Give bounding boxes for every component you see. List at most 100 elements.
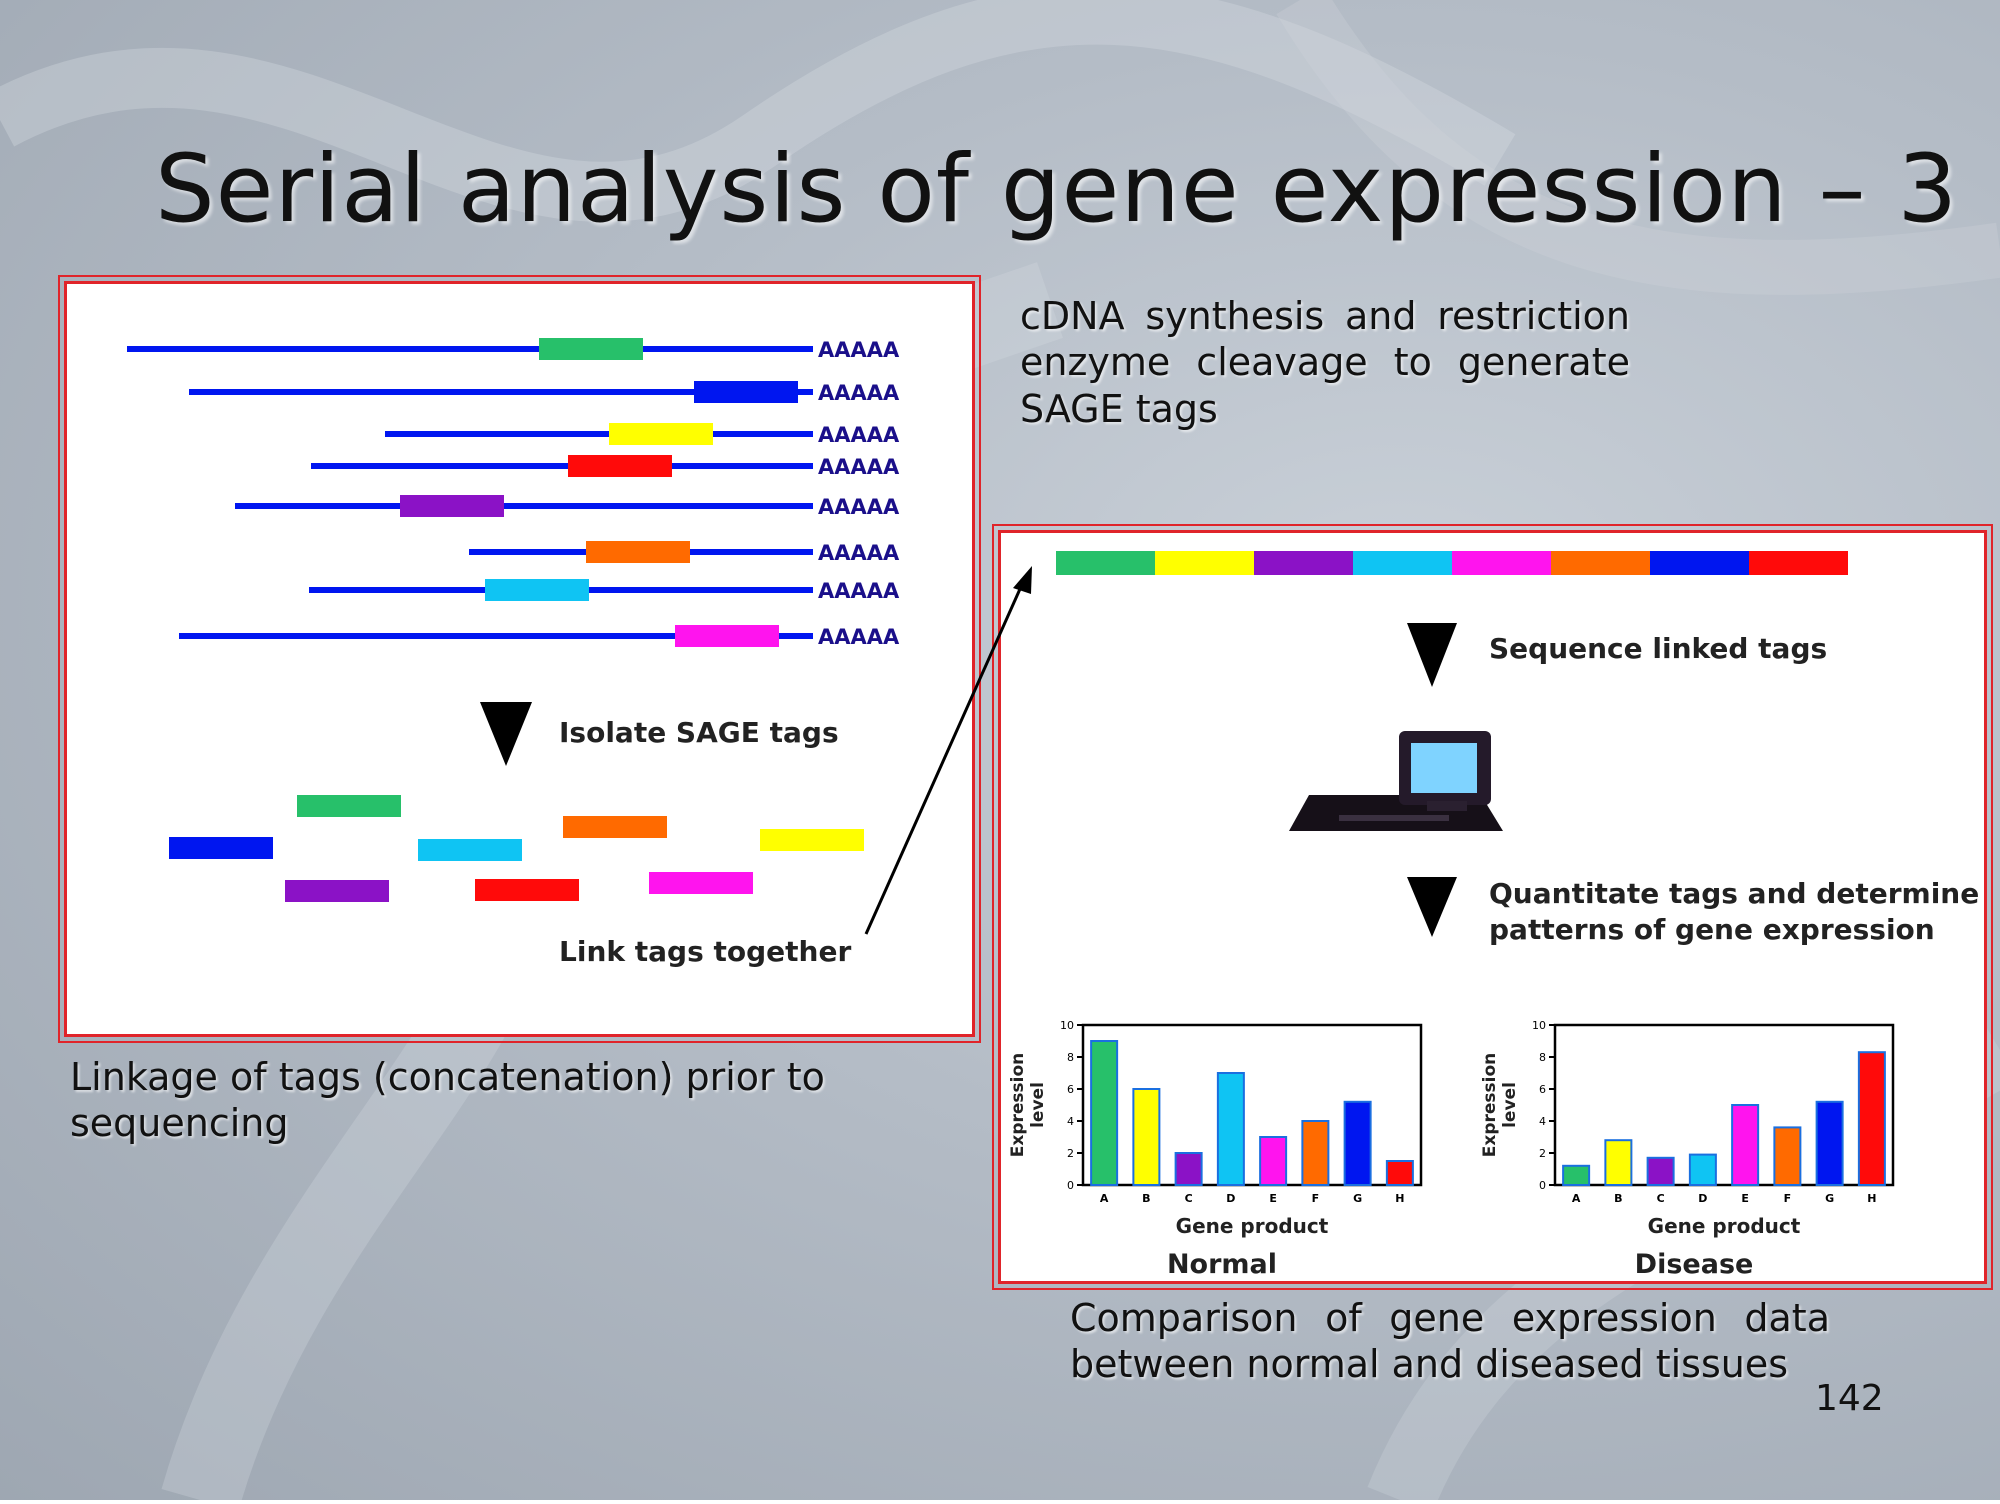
- x-tick-label: D: [1226, 1192, 1235, 1205]
- computer-icon: [1289, 731, 1503, 831]
- sage-tag: [694, 381, 798, 403]
- x-tick-label: H: [1395, 1192, 1404, 1205]
- x-tick-label: B: [1614, 1192, 1622, 1205]
- y-tick-label: 6: [1539, 1083, 1546, 1096]
- linkage-caption: Linkage of tags (concatenation) prior to…: [70, 1055, 825, 1146]
- polya-tail-label: AAAAA: [818, 423, 900, 447]
- polya-tail-label: AAAAA: [818, 579, 900, 603]
- sage-tag: [586, 541, 690, 563]
- y-tick-label: 4: [1067, 1115, 1074, 1128]
- isolated-tag: [475, 879, 579, 901]
- isolated-tag: [649, 872, 753, 894]
- x-tick-label: A: [1100, 1192, 1109, 1205]
- chart-bar: [1216, 1072, 1245, 1186]
- chart-bar: [1646, 1156, 1675, 1186]
- concat-tag: [1353, 551, 1452, 575]
- polya-tail-label: AAAAA: [818, 625, 900, 649]
- concat-tag: [1650, 551, 1749, 575]
- y-axis-label: Expression: [1008, 1053, 1028, 1158]
- chart-bar: [1857, 1051, 1886, 1187]
- page-number: 142: [1815, 1378, 1884, 1419]
- isolated-tag: [418, 839, 522, 861]
- quantitate-label-line2: patterns of gene expression: [1489, 913, 1935, 946]
- tag-isolation-panel: AAAAA AAAAA AAAAA AAAAA AAAAA AAAAA AAAAA AAAAA…: [58, 275, 981, 1043]
- x-tick-label: B: [1142, 1192, 1150, 1205]
- x-tick-label: E: [1269, 1192, 1277, 1205]
- sage-tag: [609, 423, 713, 445]
- y-tick-label: 2: [1539, 1147, 1546, 1160]
- chart-bar: [1688, 1153, 1717, 1186]
- isolated-tag: [297, 795, 401, 817]
- x-tick-label: H: [1867, 1192, 1876, 1205]
- isolated-tag: [285, 880, 389, 902]
- chart-bar: [1604, 1139, 1633, 1187]
- sage-tag: [485, 579, 589, 601]
- y-tick-label: 0: [1067, 1179, 1074, 1192]
- y-tick-label: 10: [1060, 1019, 1074, 1032]
- x-axis-label: Gene product: [1176, 1214, 1329, 1238]
- mrna-transcripts: AAAAA AAAAA AAAAA AAAAA AAAAA AAAAA AAAAA AAAAA: [127, 338, 900, 649]
- isolated-tag: [760, 829, 864, 851]
- isolate-arrow-icon: [480, 702, 532, 766]
- quantitate-label-line1: Quantitate tags and determine: [1489, 877, 1979, 910]
- chart-bar: [1301, 1120, 1330, 1186]
- polya-tail-label: AAAAA: [818, 381, 900, 405]
- y-tick-label: 6: [1067, 1083, 1074, 1096]
- y-tick-label: 4: [1539, 1115, 1546, 1128]
- disease-expression-chart: 0 2 4 6 8 10 A B C D E F G H Gene product Expression lev…: [1480, 1019, 1895, 1280]
- isolated-tag: [563, 816, 667, 838]
- quantitate-arrow-icon: [1407, 877, 1457, 937]
- concat-tag: [1254, 551, 1353, 575]
- polya-tail-label: AAAAA: [818, 495, 900, 519]
- y-axis-label: level: [1028, 1082, 1048, 1128]
- y-tick-label: 8: [1067, 1051, 1074, 1064]
- sage-tag: [539, 338, 643, 360]
- cdna-synthesis-caption: cDNA synthesis and restriction enzyme cl…: [1020, 294, 1630, 431]
- sequencing-panel: Sequence linked tags Quantitate tags and…: [992, 524, 1993, 1290]
- sage-tag: [568, 455, 672, 477]
- chart-bar: [1385, 1160, 1414, 1186]
- x-tick-label: F: [1784, 1192, 1792, 1205]
- concat-tag: [1056, 551, 1155, 575]
- slide-title: Serial analysis of gene expression – 3: [155, 135, 1959, 244]
- comparison-caption: Comparison of gene expression data betwe…: [1070, 1296, 1830, 1387]
- sage-tag: [400, 495, 504, 517]
- concat-tag: [1551, 551, 1650, 575]
- y-tick-label: 0: [1539, 1179, 1546, 1192]
- x-tick-label: F: [1312, 1192, 1320, 1205]
- y-tick-label: 10: [1532, 1019, 1546, 1032]
- x-tick-label: C: [1657, 1192, 1665, 1205]
- chart-frame: [1081, 1023, 1423, 1187]
- chart-bar: [1259, 1136, 1288, 1186]
- normal-expression-chart: 0 2 4 6 8 10 A B C D E F G H Gene product Expression lev…: [1008, 1019, 1423, 1280]
- x-tick-label: C: [1185, 1192, 1193, 1205]
- chart-title: Normal: [1167, 1249, 1277, 1280]
- sequence-arrow-icon: [1407, 623, 1457, 687]
- sequencing-diagram: Sequence linked tags Quantitate tags and…: [1008, 551, 1979, 1280]
- isolated-tags: [169, 795, 864, 902]
- link-tags-label: Link tags together: [559, 935, 851, 968]
- isolated-tag: [169, 837, 273, 859]
- chart-bar: [1174, 1152, 1203, 1186]
- concat-tag: [1155, 551, 1254, 575]
- y-tick-label: 8: [1539, 1051, 1546, 1064]
- y-tick-label: 2: [1067, 1147, 1074, 1160]
- x-tick-label: G: [1353, 1192, 1362, 1205]
- isolate-tags-label: Isolate SAGE tags: [559, 716, 839, 749]
- chart-bar: [1343, 1100, 1372, 1186]
- chart-bar: [1815, 1100, 1844, 1186]
- x-tick-label: A: [1572, 1192, 1581, 1205]
- concat-tag: [1749, 551, 1848, 575]
- chart-bar: [1132, 1088, 1161, 1186]
- polya-tail-label: AAAAA: [818, 455, 900, 479]
- polya-tail-label: AAAAA: [818, 338, 900, 362]
- chart-bar: [1562, 1164, 1591, 1186]
- chart-bar: [1731, 1104, 1760, 1186]
- sequence-tags-label: Sequence linked tags: [1489, 632, 1827, 665]
- chart-title: Disease: [1635, 1249, 1754, 1280]
- x-tick-label: E: [1741, 1192, 1749, 1205]
- chart-bar: [1090, 1040, 1119, 1186]
- concat-tag: [1452, 551, 1551, 575]
- concatenated-tags: [1056, 551, 1848, 575]
- chart-bar: [1773, 1126, 1802, 1187]
